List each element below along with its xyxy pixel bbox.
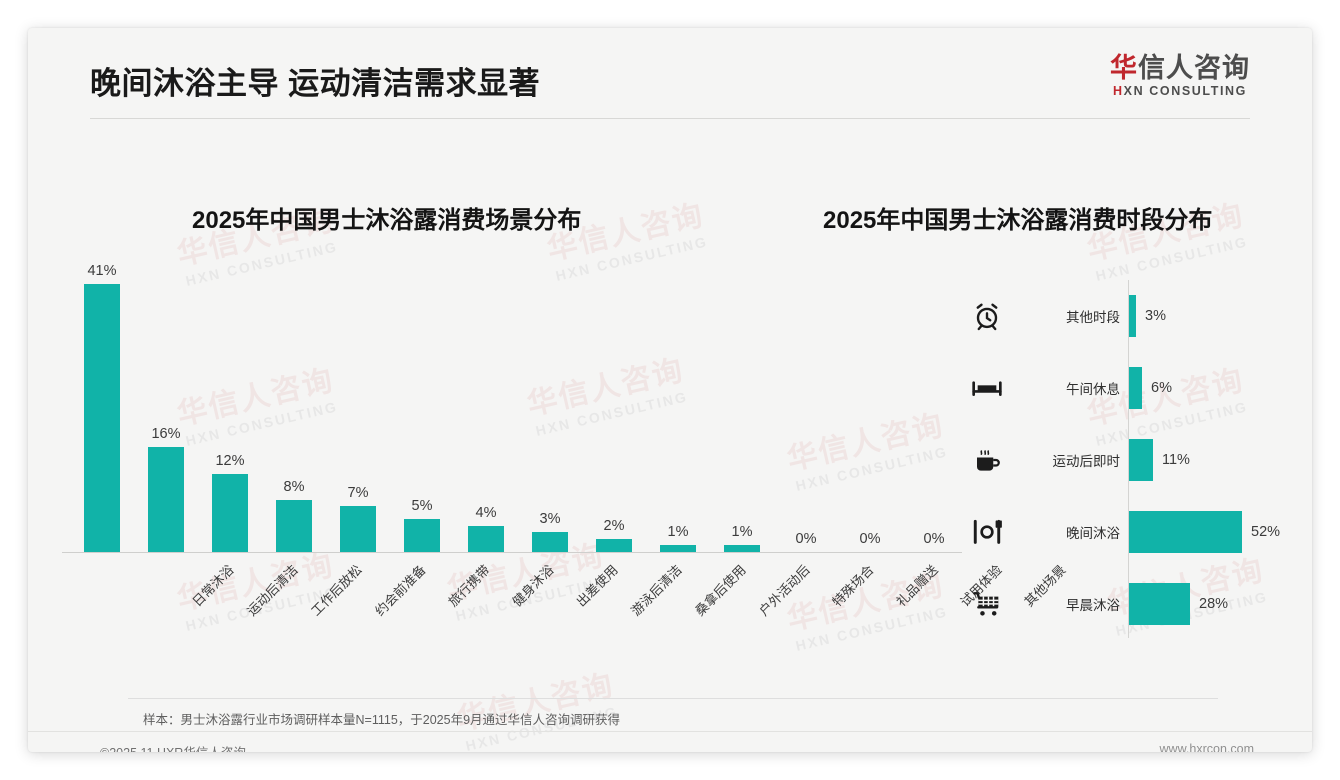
bar: [148, 447, 184, 552]
copyright-text: ©2025.11 HXR华信人咨询: [100, 742, 246, 752]
logo-cn-red-char: 华: [1110, 53, 1138, 83]
bar-column: 1%: [708, 258, 776, 552]
bar-value-label: 41%: [87, 263, 117, 279]
slide-header: 晚间沐浴主导 运动清洁需求显著 华信人咨询 HXN CONSULTING: [28, 28, 1312, 120]
right-chart-title: 2025年中国男士沐浴露消费时段分布: [823, 207, 1213, 234]
bar: [1129, 583, 1190, 625]
bar-column: 0%: [836, 258, 904, 552]
bar-column: 4%: [452, 258, 520, 552]
bar-value-label: 12%: [215, 453, 245, 469]
row-label: 其他时段: [1066, 310, 1120, 325]
header-divider: [90, 118, 1250, 119]
note-divider: [128, 698, 1218, 699]
bar-column: 8%: [260, 258, 328, 552]
bar-column: 16%: [132, 258, 200, 552]
time-slot-row: 早晨沐浴 28%: [958, 568, 1288, 640]
page-title: 晚间沐浴主导 运动清洁需求显著: [90, 66, 541, 101]
row-label: 早晨沐浴: [1066, 598, 1120, 613]
row-label: 午间休息: [1066, 382, 1120, 397]
bar: [276, 500, 312, 552]
bar: [660, 545, 696, 552]
bar: [212, 474, 248, 552]
logo-cn-rest: 信人咨询: [1138, 53, 1250, 83]
bar-value-label: 3%: [539, 511, 561, 527]
company-logo: 华信人咨询 HXN CONSULTING: [1090, 54, 1270, 99]
bar: [84, 284, 120, 552]
logo-chinese-text: 华信人咨询: [1090, 54, 1270, 82]
time-slot-row: 运动后即时 11%: [958, 424, 1288, 496]
bar-column: 7%: [324, 258, 392, 552]
bar-column: 5%: [388, 258, 456, 552]
row-label: 晚间沐浴: [1066, 526, 1120, 541]
bar-column: 41%: [68, 258, 136, 552]
row-label: 运动后即时: [1052, 454, 1121, 469]
slide: 晚间沐浴主导 运动清洁需求显著 华信人咨询 HXN CONSULTING 华信人…: [28, 28, 1312, 752]
dining-icon: [968, 513, 1006, 551]
left-chart-plot-area: 41% 16% 12% 8% 7% 5% 4% 3% 2% 1% 1% 0% 0% 0%: [62, 258, 962, 552]
bar-column: 3%: [516, 258, 584, 552]
scenario-distribution-chart: 41% 16% 12% 8% 7% 5% 4% 3% 2% 1% 1% 0% 0% 0% 日常沐浴 运动后清…: [62, 258, 1069, 658]
left-chart-axis-line: [62, 552, 962, 553]
bar: [1129, 439, 1153, 481]
time-slot-row: 其他时段 3%: [958, 280, 1288, 352]
bar-value-label: 5%: [411, 498, 433, 514]
bar: [724, 545, 760, 552]
left-chart-title: 2025年中国男士沐浴露消费场景分布: [192, 207, 582, 234]
bar-column: 12%: [196, 258, 264, 552]
bar-value-label: 28%: [1199, 596, 1229, 612]
bed-icon: [968, 369, 1006, 407]
bar: [340, 506, 376, 552]
bar-value-label: 1%: [731, 524, 753, 540]
bar-value-label: 7%: [347, 485, 369, 501]
bar: [1129, 295, 1136, 337]
bar-value-label: 52%: [1251, 524, 1281, 540]
bar-value-label: 0%: [795, 531, 817, 547]
logo-english-text: HXN CONSULTING: [1090, 84, 1270, 98]
bar: [532, 532, 568, 552]
bar: [596, 539, 632, 552]
time-distribution-chart: 其他时段 3% 午间休息 6% 运动后即时 11% 晚间沐浴 52% 早晨沐浴 28%: [958, 280, 1288, 650]
bar: [1129, 511, 1242, 553]
sample-note: 样本：男士沐浴露行业市场调研样本量N=1115，于2025年9月通过华信人咨询调…: [143, 713, 621, 727]
bar-value-label: 1%: [667, 524, 689, 540]
bar-value-label: 6%: [1151, 380, 1172, 396]
mug-icon: [968, 441, 1006, 479]
alarm-clock-icon: [968, 297, 1006, 335]
logo-en-red-char: H: [1113, 84, 1124, 99]
right-chart-axis-line: [1128, 280, 1129, 638]
shopping-cart-icon: [968, 585, 1006, 623]
time-slot-row: 午间休息 6%: [958, 352, 1288, 424]
website-text: www.hxrcon.com: [1159, 742, 1254, 752]
bar-column: 0%: [900, 258, 968, 552]
bar-value-label: 0%: [859, 531, 881, 547]
time-slot-row: 晚间沐浴 52%: [958, 496, 1288, 568]
bar-value-label: 16%: [151, 426, 181, 442]
bar-value-label: 3%: [1145, 308, 1166, 324]
bar-value-label: 8%: [283, 479, 305, 495]
bar-column: 2%: [580, 258, 648, 552]
bar-value-label: 0%: [923, 531, 945, 547]
logo-en-rest: XN CONSULTING: [1123, 84, 1247, 99]
watermark-en: HXN CONSULTING: [1094, 233, 1250, 284]
bar: [1129, 367, 1142, 409]
bar: [468, 526, 504, 552]
bar-value-label: 2%: [603, 518, 625, 534]
bar-column: 0%: [772, 258, 840, 552]
bar-value-label: 4%: [475, 505, 497, 521]
bar-column: 1%: [644, 258, 712, 552]
footer-divider: [28, 731, 1312, 732]
bar-value-label: 11%: [1162, 452, 1190, 468]
bar: [404, 519, 440, 552]
